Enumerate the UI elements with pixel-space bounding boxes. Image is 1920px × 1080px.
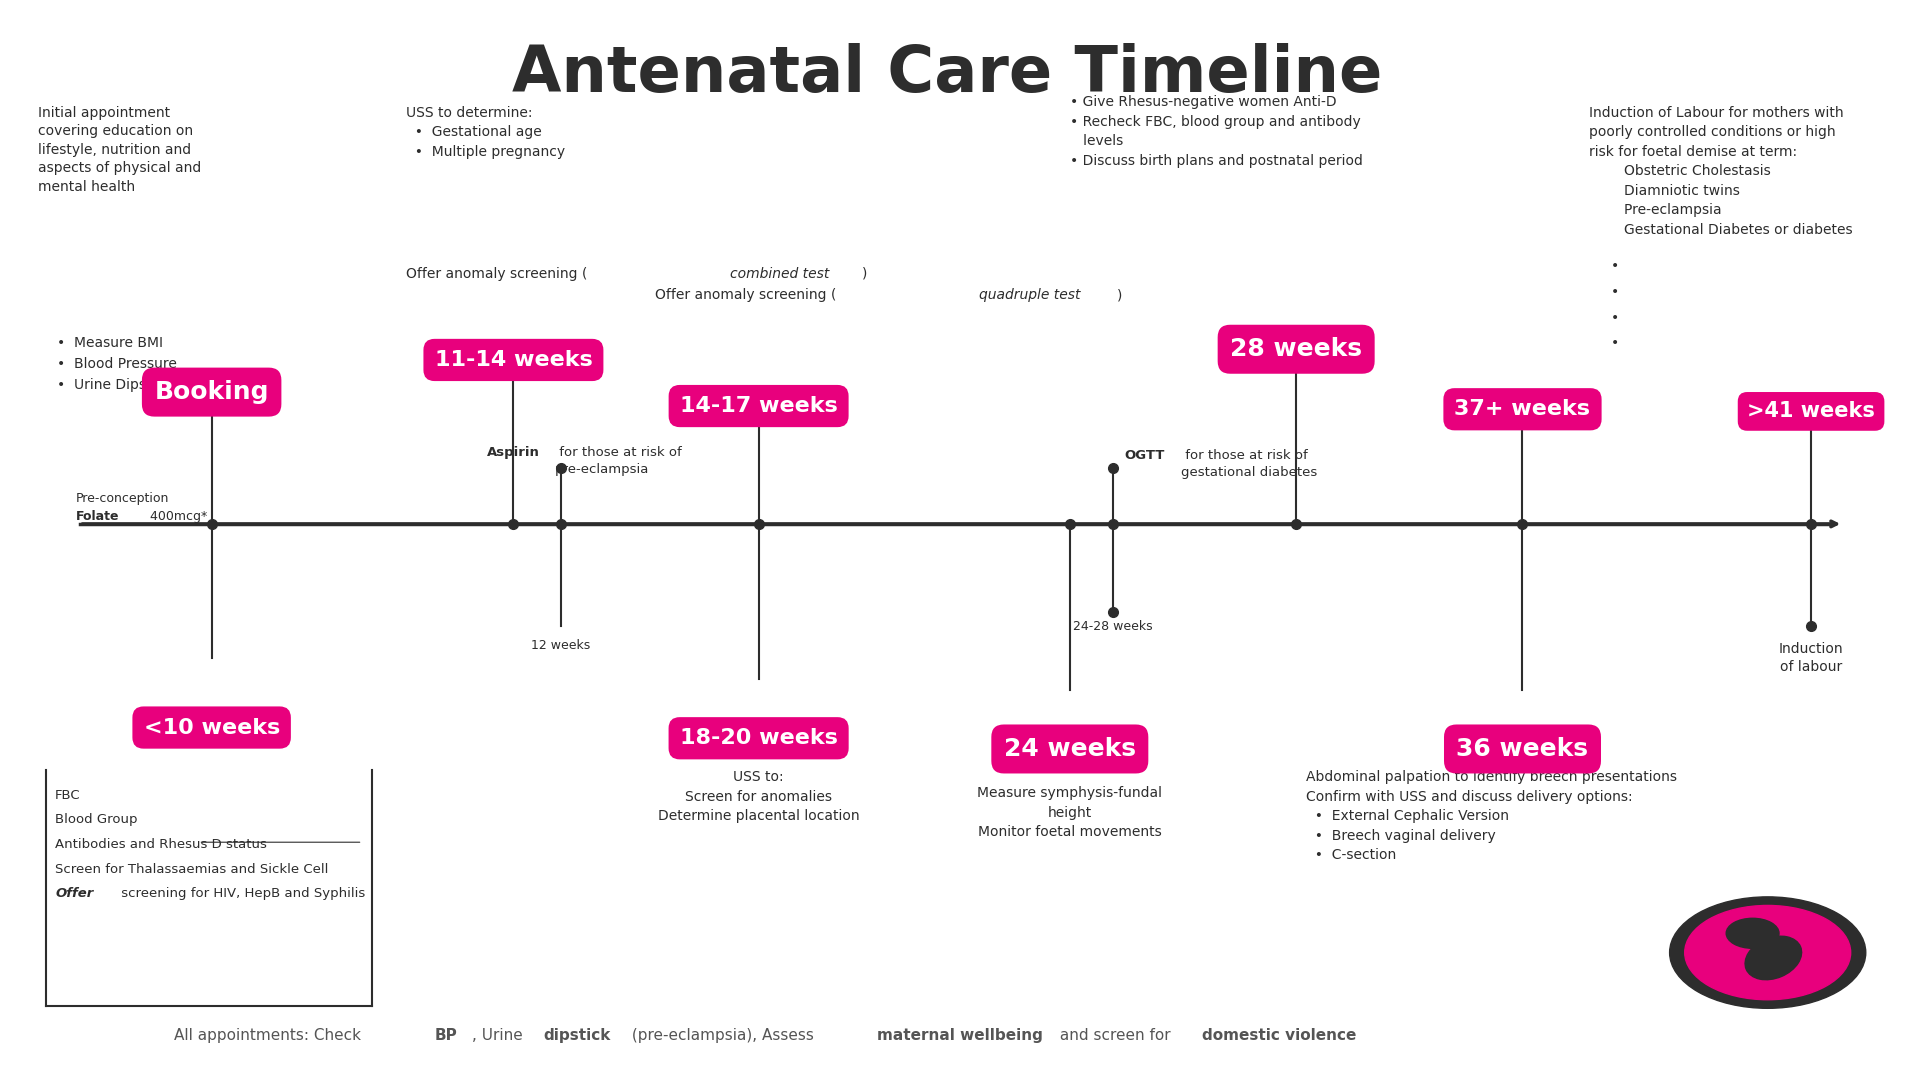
Text: >41 weeks: >41 weeks	[1747, 402, 1876, 421]
Text: •: •	[1611, 285, 1619, 299]
Text: Induction
of labour: Induction of labour	[1778, 642, 1843, 674]
Circle shape	[1670, 896, 1866, 1009]
Text: OGTT: OGTT	[1125, 449, 1165, 462]
Text: domestic violence: domestic violence	[1202, 1027, 1356, 1042]
Circle shape	[1684, 905, 1851, 1000]
Text: 11-14 weeks: 11-14 weeks	[434, 350, 591, 370]
Text: 37+ weeks: 37+ weeks	[1455, 400, 1590, 419]
Text: 18-20 weeks: 18-20 weeks	[680, 728, 837, 748]
Text: 14-17 weeks: 14-17 weeks	[680, 396, 837, 416]
Text: Screen for Thalassaemias and Sickle Cell: Screen for Thalassaemias and Sickle Cell	[56, 863, 328, 876]
Text: Antenatal Care Timeline: Antenatal Care Timeline	[513, 43, 1382, 105]
Text: for those at risk of
pre-eclampsia: for those at risk of pre-eclampsia	[555, 446, 682, 475]
Text: Offer anomaly screening (: Offer anomaly screening (	[655, 288, 837, 302]
Text: and screen for: and screen for	[1054, 1027, 1175, 1042]
Text: Antibodies and Rhesus D status: Antibodies and Rhesus D status	[56, 838, 267, 851]
Text: 36 weeks: 36 weeks	[1457, 737, 1588, 761]
Text: Offer anomaly screening (: Offer anomaly screening (	[405, 267, 588, 281]
Text: Aspirin: Aspirin	[488, 446, 540, 459]
Text: <10 weeks: <10 weeks	[144, 717, 280, 738]
Text: •  Measure BMI
•  Blood Pressure
•  Urine Dipstick: • Measure BMI • Blood Pressure • Urine D…	[58, 336, 177, 392]
Text: Blood Group: Blood Group	[56, 813, 138, 826]
Text: , Urine: , Urine	[472, 1027, 528, 1042]
Text: ): )	[1117, 288, 1123, 302]
Text: maternal wellbeing: maternal wellbeing	[877, 1027, 1043, 1042]
Text: •: •	[1611, 259, 1619, 273]
Text: screening for HIV, HepB and Syphilis: screening for HIV, HepB and Syphilis	[117, 888, 365, 901]
Text: Initial appointment
covering education on
lifestyle, nutrition and
aspects of ph: Initial appointment covering education o…	[38, 106, 202, 193]
Text: •: •	[1611, 336, 1619, 350]
Text: FBC: FBC	[56, 788, 81, 801]
Text: BP: BP	[434, 1027, 457, 1042]
Text: Booking: Booking	[154, 380, 269, 404]
Text: Induction of Labour for mothers with
poorly controlled conditions or high
risk f: Induction of Labour for mothers with poo…	[1588, 106, 1853, 237]
Text: (pre-eclampsia), Assess: (pre-eclampsia), Assess	[626, 1027, 818, 1042]
Text: 12 weeks: 12 weeks	[532, 638, 589, 651]
Text: USS to determine:
  •  Gestational age
  •  Multiple pregnancy: USS to determine: • Gestational age • Mu…	[405, 106, 564, 159]
Text: 24-28 weeks: 24-28 weeks	[1073, 620, 1154, 633]
Text: • Give Rhesus-negative women Anti-D
• Recheck FBC, blood group and antibody
   l: • Give Rhesus-negative women Anti-D • Re…	[1069, 95, 1363, 167]
Text: Abdominal palpation to identify breech presentations
Confirm with USS and discus: Abdominal palpation to identify breech p…	[1306, 770, 1676, 863]
Text: dipstick: dipstick	[543, 1027, 611, 1042]
Text: 400mcg*: 400mcg*	[146, 510, 207, 523]
Ellipse shape	[1745, 936, 1801, 980]
Text: ): )	[862, 267, 868, 281]
Text: USS to:
Screen for anomalies
Determine placental location: USS to: Screen for anomalies Determine p…	[659, 770, 860, 823]
Text: All appointments: Check: All appointments: Check	[175, 1027, 367, 1042]
Text: Offer: Offer	[56, 888, 94, 901]
Text: Measure symphysis-fundal
height
Monitor foetal movements: Measure symphysis-fundal height Monitor …	[977, 786, 1162, 839]
Text: quadruple test: quadruple test	[979, 288, 1081, 302]
Text: for those at risk of
gestational diabetes: for those at risk of gestational diabete…	[1181, 449, 1317, 478]
Text: combined test: combined test	[730, 267, 829, 281]
Circle shape	[1726, 918, 1780, 948]
Text: 28 weeks: 28 weeks	[1231, 337, 1361, 361]
Text: Folate: Folate	[75, 510, 119, 523]
Text: Pre-conception: Pre-conception	[75, 491, 169, 504]
Text: •: •	[1611, 311, 1619, 325]
Text: 24 weeks: 24 weeks	[1004, 737, 1137, 761]
